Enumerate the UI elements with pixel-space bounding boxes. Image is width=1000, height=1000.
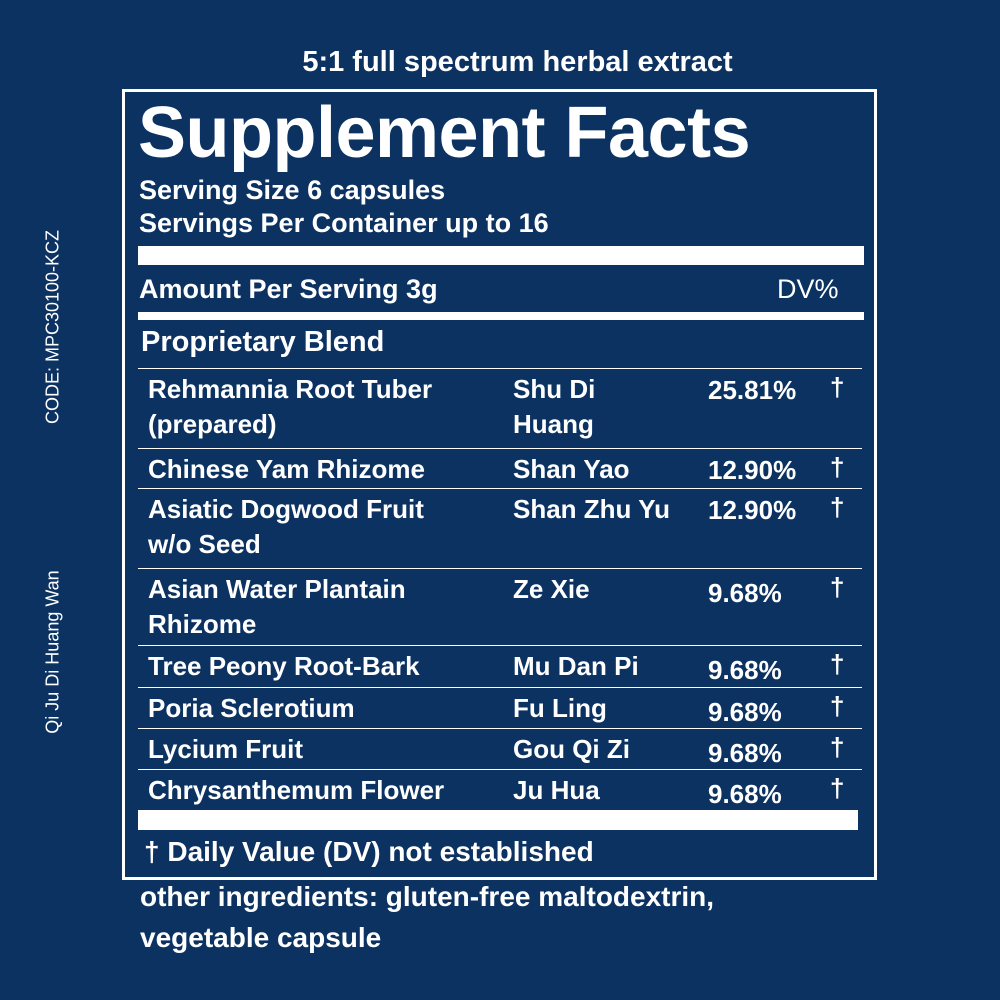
pinyin-name: Shu Di — [513, 372, 595, 407]
percent: 9.68% — [708, 736, 782, 771]
percent: 9.68% — [708, 777, 782, 812]
ingredient-name: w/o Seed — [148, 527, 261, 562]
percent: 25.81% — [708, 373, 796, 408]
ingredient-name: Poria Sclerotium — [148, 691, 355, 726]
row-rule — [138, 368, 862, 369]
thick-rule — [138, 810, 858, 830]
other-ingredients-line: other ingredients: gluten-free maltodext… — [140, 881, 714, 913]
percent: 9.68% — [708, 695, 782, 730]
ingredient-name: Rehmannia Root Tuber — [148, 372, 432, 407]
dv-mark: † — [830, 730, 844, 765]
ingredient-name: Chrysanthemum Flower — [148, 773, 444, 808]
ingredient-name: Asian Water Plantain — [148, 572, 406, 607]
pinyin-name: Huang — [513, 407, 594, 442]
dv-mark: † — [830, 647, 844, 682]
blend-name: Proprietary Blend — [141, 326, 384, 359]
pinyin-name: Shan Yao — [513, 452, 630, 487]
pinyin-name: Shan Zhu Yu — [513, 492, 670, 527]
ingredient-name: Asiatic Dogwood Fruit — [148, 492, 424, 527]
dv-mark: † — [830, 450, 844, 485]
row-rule — [138, 728, 862, 729]
dv-mark: † — [830, 490, 844, 525]
dv-mark: † — [830, 570, 844, 605]
side-name: Qi Ju Di Huang Wan — [43, 570, 64, 733]
pinyin-name: Mu Dan Pi — [513, 649, 639, 684]
dv-mark: † — [830, 689, 844, 724]
amount-header: Amount Per Serving 3g — [139, 274, 438, 305]
other-ingredients-line: vegetable capsule — [140, 922, 381, 954]
dv-mark: † — [830, 370, 844, 405]
servings-per-container: Servings Per Container up to 16 — [139, 208, 549, 239]
label-page: 5:1 full spectrum herbal extract Supplem… — [0, 0, 1000, 1000]
serving-size: Serving Size 6 capsules — [139, 175, 445, 206]
row-rule — [138, 687, 862, 688]
row-rule — [138, 645, 862, 646]
pinyin-name: Ju Hua — [513, 773, 600, 808]
ingredient-name: Rhizome — [148, 607, 256, 642]
pinyin-name: Fu Ling — [513, 691, 607, 726]
thick-rule — [138, 246, 864, 265]
row-rule — [138, 568, 862, 569]
pinyin-name: Gou Qi Zi — [513, 732, 630, 767]
ingredient-name: (prepared) — [148, 407, 277, 442]
side-code: CODE: MPC30100-KCZ — [43, 230, 64, 424]
medium-rule — [138, 312, 864, 320]
percent: 12.90% — [708, 453, 796, 488]
ingredient-name: Chinese Yam Rhizome — [148, 452, 425, 487]
ingredient-name: Lycium Fruit — [148, 732, 303, 767]
row-rule — [138, 769, 862, 770]
row-rule — [138, 488, 862, 489]
footnote: † Daily Value (DV) not established — [144, 836, 594, 868]
row-rule — [138, 448, 862, 449]
top-label: 5:1 full spectrum herbal extract — [0, 46, 1000, 79]
ingredient-name: Tree Peony Root-Bark — [148, 649, 420, 684]
title: Supplement Facts — [138, 92, 750, 174]
dv-mark: † — [830, 771, 844, 806]
percent: 12.90% — [708, 493, 796, 528]
percent: 9.68% — [708, 576, 782, 611]
dv-header: DV% — [777, 274, 839, 305]
percent: 9.68% — [708, 653, 782, 688]
pinyin-name: Ze Xie — [513, 572, 590, 607]
